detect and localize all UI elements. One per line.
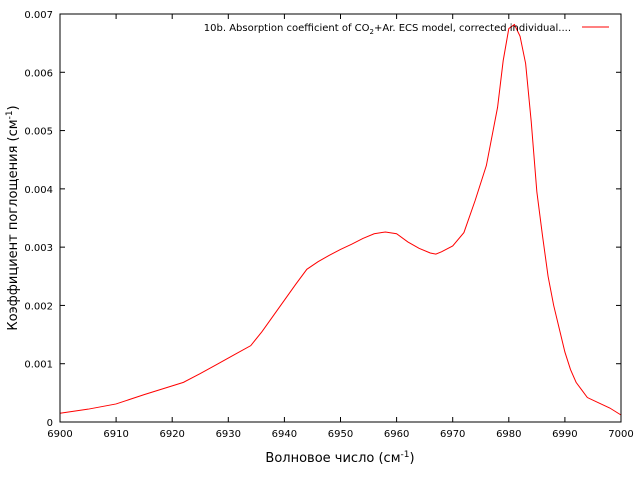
y-tick-label: 0.006: [24, 68, 53, 79]
x-tick-label: 6930: [216, 429, 241, 440]
x-axis-label: Волновое число (см-1): [265, 450, 414, 466]
x-tick-label: 6920: [159, 429, 184, 440]
y-tick-label: 0.001: [24, 360, 53, 371]
x-tick-label: 6950: [328, 429, 353, 440]
axis-tick-labels: 6900 6910 6920 6930 6940 6950 6960 6970 6980 6990…: [24, 10, 633, 440]
y-tick-label: 0.005: [24, 127, 53, 138]
x-tick-label: 6910: [103, 429, 128, 440]
x-tick-label: 6960: [384, 429, 409, 440]
y-axis-label: Коэффициент поглощения (см-1): [5, 105, 21, 330]
legend: 10b. Absorption coefficient of CO2+Ar. E…: [204, 23, 609, 36]
series-layer: [59, 23, 622, 416]
y-tick-label: 0.002: [24, 301, 53, 312]
legend-entry-suffix: +Ar. ECS model, corrected individual....: [374, 23, 571, 34]
x-tick-label: 6970: [440, 429, 465, 440]
axis-ticks: [60, 14, 621, 422]
x-tick-label: 6900: [47, 429, 72, 440]
plot-frame: [59, 13, 622, 423]
legend-entry-label: 10b. Absorption coefficient of CO2+Ar. E…: [204, 23, 571, 36]
x-axis-label-superscript: -1: [401, 450, 410, 460]
series-line-0: [59, 23, 622, 416]
x-tick-label: 6980: [496, 429, 521, 440]
y-tick-label: 0: [47, 418, 53, 429]
y-axis-label-suffix: ): [6, 105, 21, 110]
legend-entry-subscript: 2: [370, 28, 374, 36]
x-tick-label: 7000: [608, 429, 633, 440]
y-tick-label: 0.003: [24, 243, 53, 254]
y-axis-label-superscript: -1: [5, 110, 15, 119]
y-tick-label: 0.007: [24, 10, 53, 21]
y-tick-label: 0.004: [24, 185, 53, 196]
x-tick-label: 6990: [552, 429, 577, 440]
x-axis-label-suffix: ): [409, 451, 414, 466]
x-tick-label: 6940: [272, 429, 297, 440]
